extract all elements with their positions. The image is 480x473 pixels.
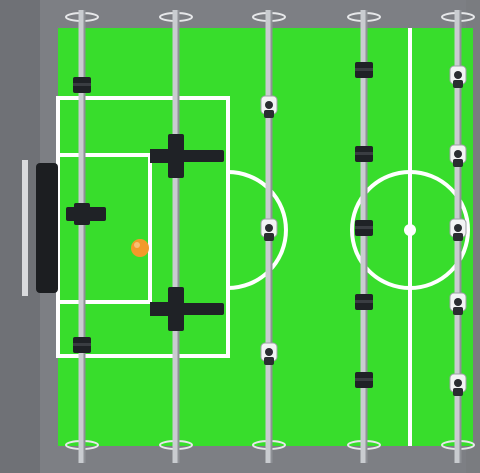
player-foot-left [150,302,172,316]
player-foot [453,80,463,88]
player-foot [453,233,463,241]
player-foot [453,388,463,396]
rods-layer [65,10,475,463]
rod-shaft-shadow [365,10,368,463]
player-foot-right [180,303,224,315]
player-foot [264,110,274,118]
player-band [355,300,373,303]
goal-post-shadow [22,160,28,296]
center-circle [350,170,470,290]
player-foot-right [180,150,224,162]
player-band [355,152,373,155]
player-figure[interactable] [355,220,373,236]
goal-mouth [36,163,58,293]
rod-shaft[interactable] [78,10,86,463]
ball-shape[interactable] [131,239,149,257]
penalty-arc [227,170,288,290]
rod-4[interactable] [347,10,381,463]
player-band [355,68,373,71]
player-figure[interactable] [355,372,373,388]
center-spot [404,224,416,236]
player-body [168,287,184,331]
player-figure[interactable] [260,342,278,365]
player-figure[interactable] [355,294,373,310]
player-figure[interactable] [150,287,224,331]
player-figure[interactable] [73,337,91,353]
rod-shaft-shadow [177,10,180,463]
ball-highlight [134,242,140,248]
player-foot [453,307,463,315]
player-band [73,83,91,86]
player-head [265,101,273,109]
player-foot [264,233,274,241]
player-head [265,224,273,232]
rod-shaft-shadow [83,10,86,463]
player-body [168,134,184,178]
player-figure[interactable] [260,218,278,241]
player-head [454,150,462,158]
player-head [454,71,462,79]
player-band [355,226,373,229]
player-figure[interactable] [260,95,278,118]
player-figure[interactable] [73,77,91,93]
player-figure[interactable] [150,134,224,178]
player-figure[interactable] [449,144,467,167]
player-figure[interactable] [449,373,467,396]
player-figure[interactable] [449,218,467,241]
player-figure[interactable] [355,146,373,162]
player-head [454,298,462,306]
goal [22,160,58,296]
player-figure[interactable] [449,292,467,315]
player-band [73,343,91,346]
player-figure[interactable] [355,62,373,78]
player-head [454,224,462,232]
player-foot-left [150,149,172,163]
rod-5[interactable] [441,10,475,463]
player-head [265,348,273,356]
player-figure[interactable] [449,65,467,88]
player-foot [264,357,274,365]
rod-1[interactable] [65,10,106,463]
player-figure[interactable] [66,203,106,225]
rod-2[interactable] [150,10,224,463]
ball[interactable] [131,239,149,257]
player-foot [453,159,463,167]
rod-shaft[interactable] [360,10,368,463]
player-band [355,378,373,381]
rod-shaft[interactable] [172,10,180,463]
player-head [454,379,462,387]
rod-3[interactable] [252,10,286,463]
left-wall [0,0,40,473]
player-body [74,203,90,225]
